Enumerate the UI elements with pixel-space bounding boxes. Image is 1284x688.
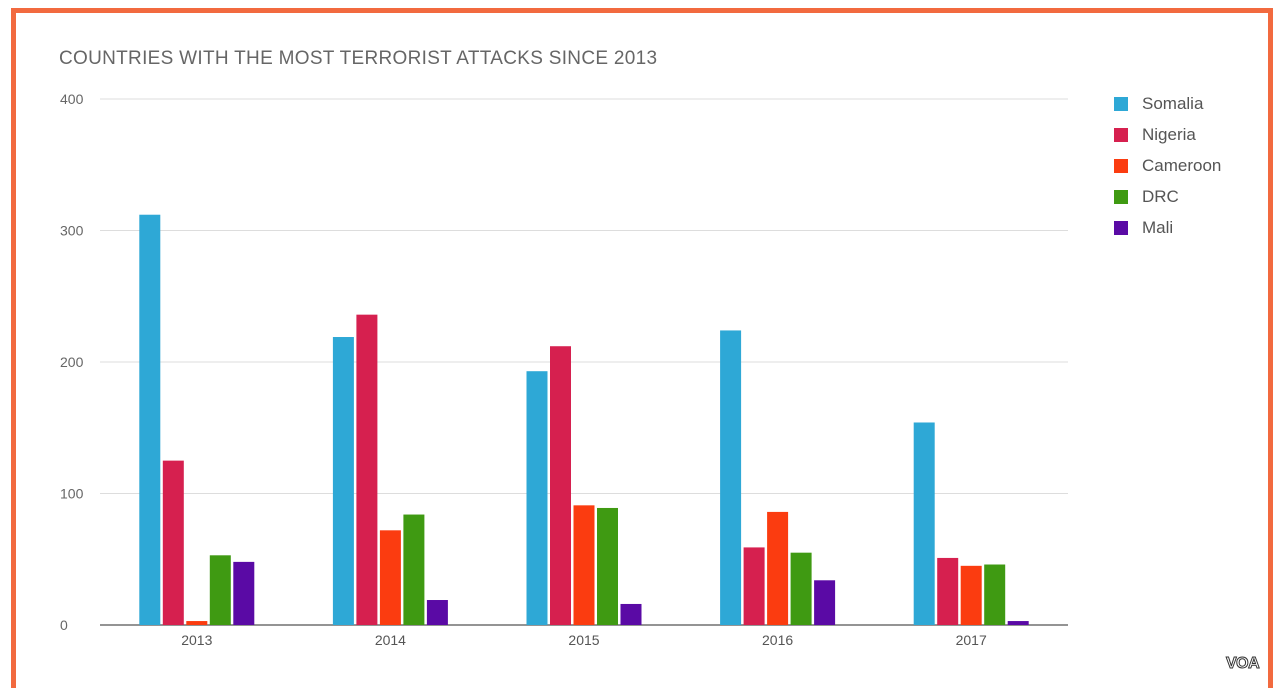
bar-mali-2013 xyxy=(233,561,255,625)
legend-item-somalia: Somalia xyxy=(1114,88,1221,119)
bar-drc-2013 xyxy=(209,555,231,625)
bar-drc-2015 xyxy=(597,507,618,625)
bar-mali-2017 xyxy=(1007,621,1029,625)
bar-somalia-2014 xyxy=(332,337,354,625)
x-tick-label: 2017 xyxy=(956,632,987,648)
x-tick-label: 2015 xyxy=(568,632,599,648)
legend-label: Mali xyxy=(1142,217,1174,237)
legend-swatch xyxy=(1114,189,1128,204)
x-tick-label: 2016 xyxy=(762,632,793,648)
legend-swatch xyxy=(1114,96,1128,111)
y-tick-label: 400 xyxy=(60,91,84,107)
bar-nigeria-2014 xyxy=(356,314,378,625)
x-tick-label: 2013 xyxy=(181,632,212,648)
y-tick-label: 0 xyxy=(60,617,68,633)
bar-nigeria-2015 xyxy=(550,346,571,625)
bar-cameroon-2014 xyxy=(379,530,401,625)
chart-title: COUNTRIES WITH THE MOST TERRORIST ATTACK… xyxy=(59,48,658,69)
bar-mali-2016 xyxy=(814,580,836,625)
y-tick-label: 100 xyxy=(60,486,84,502)
legend-item-drc: DRC xyxy=(1114,181,1221,212)
legend-swatch xyxy=(1114,158,1128,173)
bar-cameroon-2016 xyxy=(767,511,789,625)
bar-somalia-2013 xyxy=(139,214,161,625)
legend-label: Nigeria xyxy=(1142,124,1196,144)
legend-label: Cameroon xyxy=(1142,155,1222,175)
y-tick-label: 300 xyxy=(60,223,84,239)
bar-somalia-2015 xyxy=(526,371,548,625)
bar-cameroon-2015 xyxy=(573,505,595,625)
legend-label: DRC xyxy=(1142,186,1179,206)
bar-mali-2014 xyxy=(426,600,448,625)
bar-mali-2015 xyxy=(620,603,642,625)
legend-item-mali: Mali xyxy=(1114,212,1221,243)
bar-cameroon-2013 xyxy=(186,621,208,625)
x-tick-label: 2014 xyxy=(375,632,406,648)
bar-drc-2016 xyxy=(790,552,812,625)
legend-item-nigeria: Nigeria xyxy=(1114,119,1221,150)
bar-nigeria-2013 xyxy=(162,460,184,625)
bar-somalia-2016 xyxy=(720,330,742,625)
bar-nigeria-2017 xyxy=(937,557,959,625)
bar-cameroon-2017 xyxy=(960,565,982,625)
bar-drc-2017 xyxy=(984,564,1006,625)
bar-drc-2014 xyxy=(403,514,425,625)
legend-swatch xyxy=(1114,220,1128,235)
legend: Somalia Nigeria Cameroon DRC Mali xyxy=(1114,88,1221,243)
legend-label: Somalia xyxy=(1142,93,1204,113)
bar-nigeria-2016 xyxy=(743,547,765,625)
y-tick-label: 200 xyxy=(60,354,84,370)
voa-logo: VOA xyxy=(1225,655,1260,673)
legend-item-cameroon: Cameroon xyxy=(1114,150,1221,181)
legend-swatch xyxy=(1114,127,1128,142)
bar-somalia-2017 xyxy=(913,422,935,625)
